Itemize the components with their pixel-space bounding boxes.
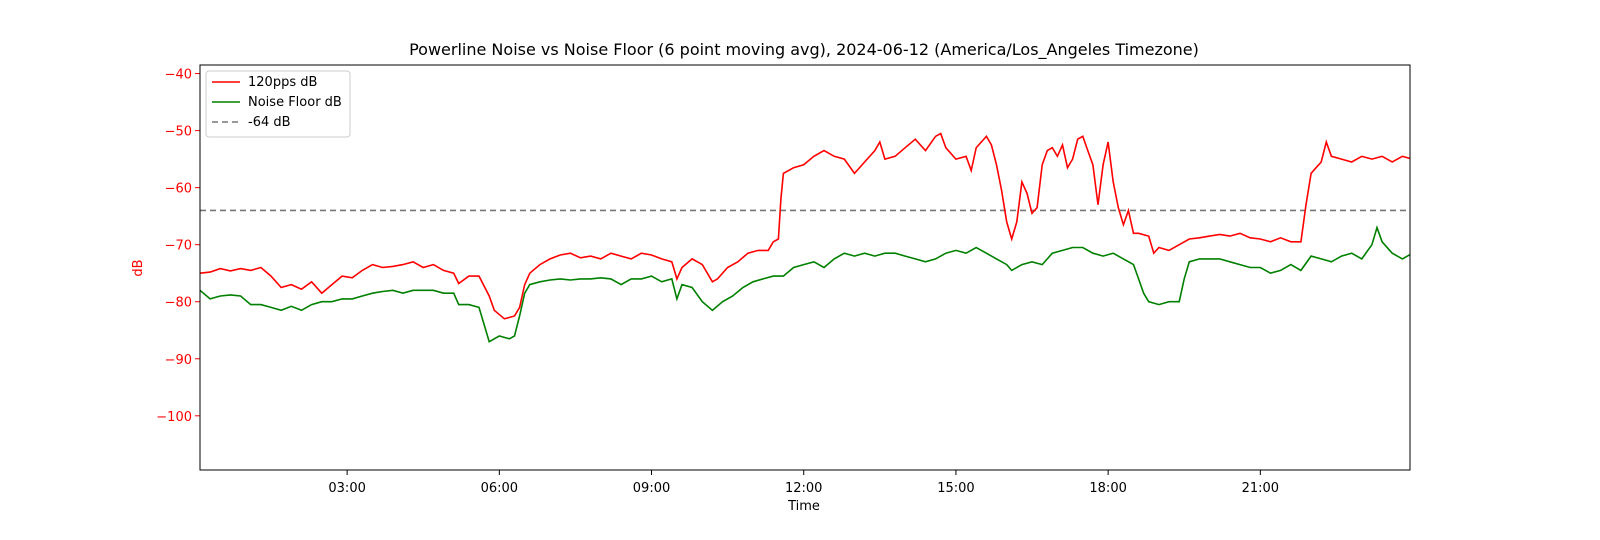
series-line-120pps <box>200 132 1410 320</box>
x-tick-label: 18:00 <box>1089 481 1126 496</box>
x-axis-label: Time <box>787 499 820 514</box>
y-tick-label: −90 <box>165 353 192 368</box>
plot-frame <box>199 64 1411 471</box>
y-tick-label: −60 <box>165 182 192 197</box>
legend-label-120pps: 120pps dB <box>248 75 317 90</box>
plot-area <box>200 65 1410 470</box>
x-tick-label: 03:00 <box>328 481 365 496</box>
series-line-noise-floor <box>200 225 1410 343</box>
y-tick-label: −50 <box>165 125 192 140</box>
x-tick-label: 21:00 <box>1242 481 1279 496</box>
y-axis: −40 −50 −60 −70 −80 −90 −100 <box>156 68 200 425</box>
legend: 120pps dB Noise Floor dB -64 dB <box>205 70 351 138</box>
legend-box <box>205 70 351 138</box>
x-tick-label: 06:00 <box>481 481 518 496</box>
y-tick-label: −40 <box>165 68 192 83</box>
y-tick-label: −70 <box>165 239 192 254</box>
x-tick-label: 15:00 <box>937 481 974 496</box>
chart-title: Powerline Noise vs Noise Floor (6 point … <box>409 40 1199 60</box>
x-tick-label: 12:00 <box>785 481 822 496</box>
x-tick-label: 09:00 <box>633 481 670 496</box>
legend-label-noise-floor: Noise Floor dB <box>248 95 342 110</box>
y-tick-label: −80 <box>165 296 192 311</box>
x-axis: 03:00 06:00 09:00 12:00 15:00 18:00 21:00 <box>328 470 1279 496</box>
legend-label-reference: -64 dB <box>248 115 291 130</box>
y-axis-label: dB <box>131 259 146 276</box>
y-tick-label: −100 <box>156 410 192 425</box>
